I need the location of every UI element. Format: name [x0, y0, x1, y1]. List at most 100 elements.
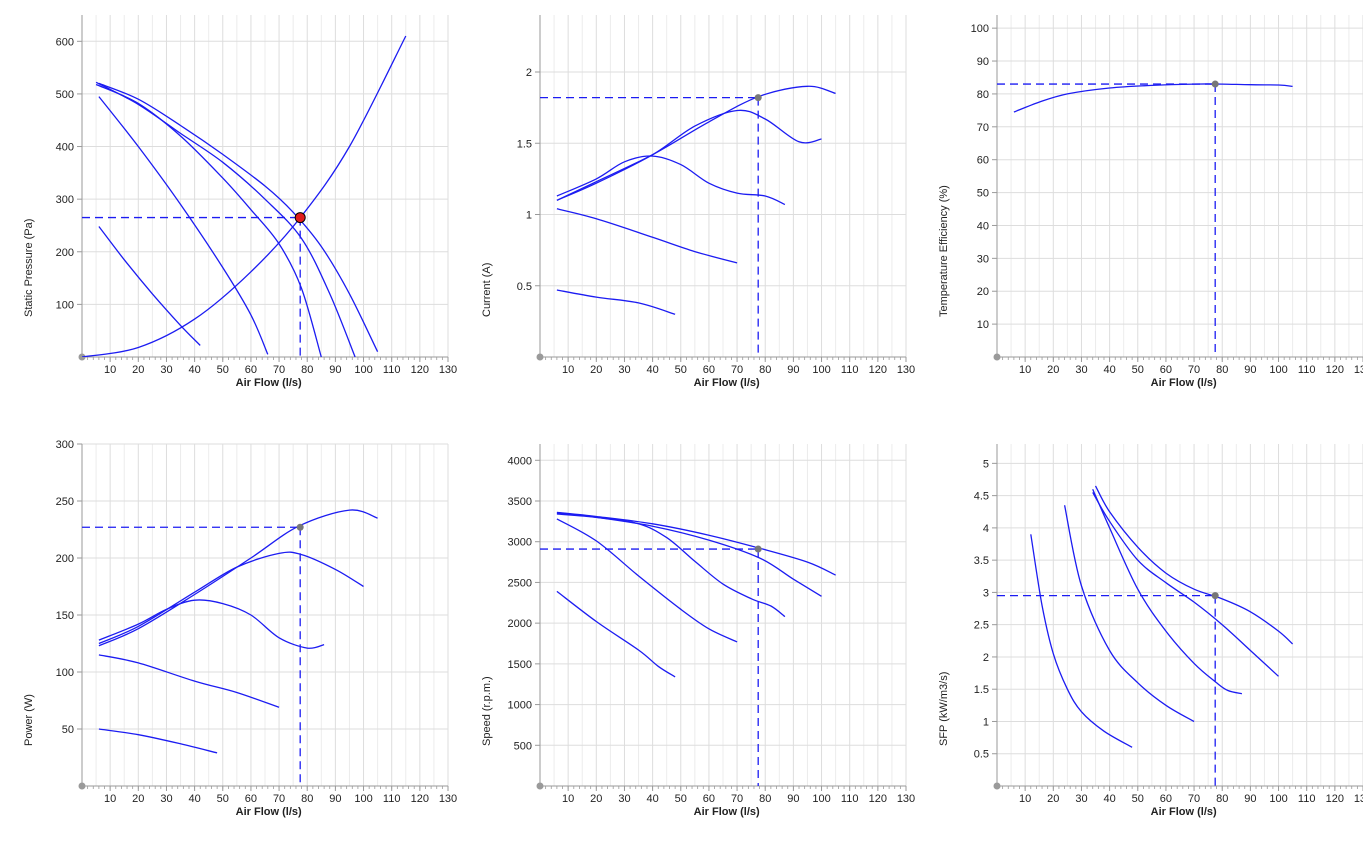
- x-tick-label: 100: [354, 793, 372, 805]
- series-group: [556, 511, 836, 678]
- series-line-1: [556, 511, 836, 576]
- x-tick-label: 10: [562, 793, 574, 805]
- series-line-6: [82, 35, 407, 357]
- y-tick-label: 200: [56, 553, 74, 565]
- y-tick-label: 4000: [508, 455, 532, 467]
- x-tick-label: 80: [1216, 364, 1228, 376]
- y-tick-label: 1.5: [517, 138, 532, 150]
- x-tick-label: 110: [841, 793, 859, 805]
- y-tick-label: 0.5: [517, 281, 532, 293]
- x-tick-label: 10: [562, 364, 574, 376]
- x-tick-label: 120: [1326, 793, 1344, 805]
- series-line-5: [556, 590, 676, 678]
- x-tick-label: 90: [1244, 793, 1256, 805]
- chart-panel-5: 10 20 30 40 50 60 70 80 90 100 110 120 130 500 1000 150…: [481, 444, 915, 818]
- y-tick-label: 1: [983, 716, 989, 728]
- x-tick-label: 30: [618, 364, 630, 376]
- x-tick-label: 20: [590, 793, 602, 805]
- series-line-1: [98, 509, 378, 647]
- x-tick-label: 90: [1244, 364, 1256, 376]
- x-tick-label: 10: [1019, 364, 1031, 376]
- series-line-3: [556, 513, 786, 618]
- x-tick-label: 60: [703, 793, 715, 805]
- axis-origin-dot: [78, 782, 86, 790]
- series-group: [1030, 485, 1294, 748]
- y-tick-label: 5: [983, 458, 989, 470]
- y-axis-title: Static Pressure (Pa): [23, 219, 35, 317]
- x-tick-label: 20: [132, 793, 144, 805]
- x-tick-label: 90: [329, 793, 341, 805]
- operating-point-marker: [1211, 80, 1219, 88]
- x-tick-label: 70: [731, 793, 743, 805]
- y-tick-label: 1500: [508, 659, 532, 671]
- x-tick-label: 130: [1354, 793, 1363, 805]
- series-group: [82, 35, 407, 357]
- x-axis-title: Air Flow (l/s): [1151, 806, 1217, 818]
- series-line-3: [98, 599, 325, 649]
- y-tick-label: 200: [56, 247, 74, 259]
- x-tick-label: 10: [104, 793, 116, 805]
- x-tick-label: 120: [869, 793, 887, 805]
- x-tick-label: 20: [1047, 364, 1059, 376]
- operating-point-marker: [754, 545, 762, 553]
- x-tick-label: 20: [1047, 793, 1059, 805]
- y-tick-label: 30: [977, 253, 989, 265]
- x-tick-label: 10: [1019, 793, 1031, 805]
- y-tick-label: 300: [56, 194, 74, 206]
- x-tick-label: 60: [1160, 364, 1172, 376]
- x-tick-label: 110: [1298, 364, 1316, 376]
- series-line-1: [98, 82, 379, 352]
- series-line-4: [98, 96, 269, 355]
- y-tick-label: 3000: [508, 537, 532, 549]
- series-line-1: [1094, 485, 1294, 645]
- x-tick-label: 40: [188, 793, 200, 805]
- x-tick-label: 30: [1075, 793, 1087, 805]
- x-tick-label: 80: [301, 793, 313, 805]
- x-tick-label: 50: [675, 793, 687, 805]
- x-tick-label: 130: [897, 793, 915, 805]
- x-tick-label: 120: [411, 793, 429, 805]
- y-tick-label: 4.5: [974, 491, 989, 503]
- axis-origin-dot: [536, 782, 544, 790]
- x-tick-label: 100: [812, 364, 830, 376]
- x-tick-label: 120: [1326, 364, 1344, 376]
- y-tick-label: 20: [977, 286, 989, 298]
- series-line-4: [556, 518, 738, 643]
- x-tick-label: 20: [132, 364, 144, 376]
- series-line-2: [95, 81, 356, 357]
- x-tick-label: 110: [1298, 793, 1316, 805]
- x-tick-label: 120: [869, 364, 887, 376]
- x-tick-label: 90: [787, 793, 799, 805]
- x-tick-label: 70: [1188, 793, 1200, 805]
- x-tick-label: 120: [411, 364, 429, 376]
- series-line-5: [98, 226, 201, 346]
- y-axis-title: Speed (r.p.m.): [481, 676, 493, 746]
- x-tick-label: 100: [1269, 793, 1287, 805]
- x-tick-label: 40: [188, 364, 200, 376]
- x-tick-label: 90: [329, 364, 341, 376]
- x-tick-label: 90: [787, 364, 799, 376]
- y-tick-label: 1.5: [974, 684, 989, 696]
- x-tick-label: 40: [646, 793, 658, 805]
- y-tick-label: 3500: [508, 496, 532, 508]
- y-axis-title: Power (W): [23, 694, 35, 746]
- chart-panel-2: 10 20 30 40 50 60 70 80 90 100 110 120 130 0.5 1 1.5 2 Ai…: [481, 15, 915, 389]
- x-tick-label: 130: [1354, 364, 1363, 376]
- chart-panel-6: 10 20 30 40 50 60 70 80 90 100 110 120 130 0.5 1 1.5 2 2.…: [938, 444, 1363, 818]
- y-axis-title: Current (A): [481, 263, 493, 317]
- y-tick-label: 250: [56, 496, 74, 508]
- y-tick-label: 150: [56, 610, 74, 622]
- x-axis-title: Air Flow (l/s): [236, 377, 302, 389]
- x-tick-label: 100: [1269, 364, 1287, 376]
- y-tick-label: 80: [977, 89, 989, 101]
- y-tick-label: 10: [977, 319, 989, 331]
- y-tick-label: 2: [983, 652, 989, 664]
- x-tick-label: 30: [160, 364, 172, 376]
- x-tick-label: 30: [1075, 364, 1087, 376]
- x-tick-label: 80: [1216, 793, 1228, 805]
- x-tick-label: 80: [759, 793, 771, 805]
- series-line-4: [556, 208, 738, 264]
- x-tick-label: 110: [383, 793, 401, 805]
- y-tick-label: 2.5: [974, 620, 989, 632]
- y-tick-label: 70: [977, 122, 989, 134]
